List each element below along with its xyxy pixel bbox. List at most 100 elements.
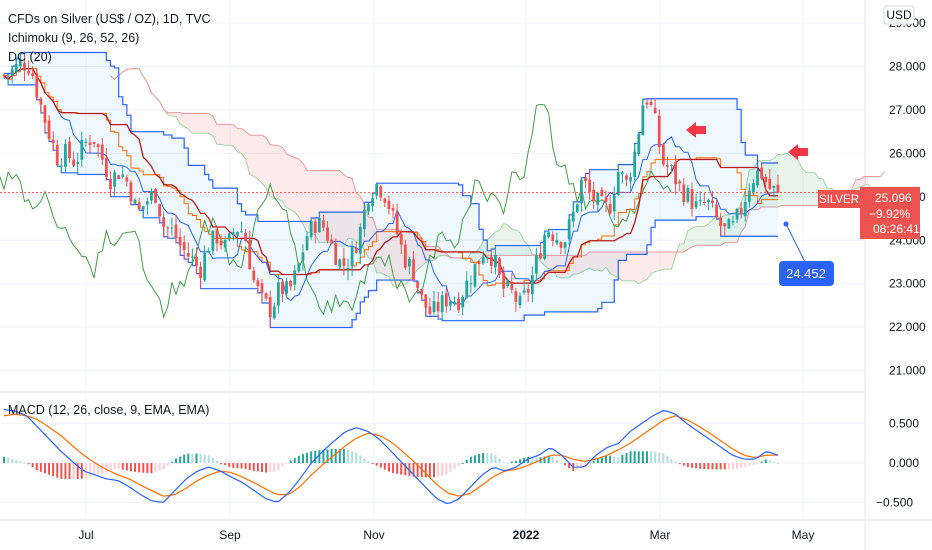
histogram-bar xyxy=(240,463,243,469)
candle-body xyxy=(633,151,637,178)
histogram-bar xyxy=(322,449,325,464)
cloud-segment xyxy=(618,251,623,281)
histogram-bar xyxy=(359,455,362,464)
histogram-bar xyxy=(220,463,223,465)
candle-body xyxy=(264,293,268,299)
histogram-bar xyxy=(301,454,304,464)
candle-body xyxy=(256,280,260,287)
cloud-segment xyxy=(794,155,799,206)
histogram-bar xyxy=(396,463,399,474)
cloud-segment xyxy=(352,178,357,242)
candle-body xyxy=(72,159,76,166)
histogram-bar xyxy=(170,461,173,464)
histogram-bar xyxy=(273,463,276,472)
price-tag: SILVER 25.096 −9.92% 08:26:41 xyxy=(818,187,920,239)
candle-body xyxy=(227,233,231,240)
cloud-segment xyxy=(692,226,697,248)
chart-title: CFDs on Silver (US$ / OZ), 1D, TVC xyxy=(8,12,211,26)
cloud-segment xyxy=(196,113,201,134)
histogram-bar xyxy=(113,463,116,470)
cloud-segment xyxy=(659,251,664,271)
candle-body xyxy=(154,189,157,203)
candle-body xyxy=(88,142,92,146)
histogram-bar xyxy=(637,451,640,464)
histogram-bar xyxy=(490,453,493,464)
candle-body xyxy=(383,198,387,203)
histogram-bar xyxy=(613,456,616,464)
histogram-bar xyxy=(441,463,444,476)
histogram-bar xyxy=(207,455,210,464)
cloud-segment xyxy=(290,155,295,213)
candle-body xyxy=(260,283,264,293)
histogram-bar xyxy=(363,458,366,464)
cloud-segment xyxy=(393,229,398,288)
histogram-bar xyxy=(387,463,390,472)
candle-body xyxy=(760,167,764,179)
cloud-segment xyxy=(597,251,602,272)
y-tick-label: 28.000 xyxy=(889,59,926,73)
candle-body xyxy=(367,204,370,212)
histogram-bar xyxy=(535,457,538,464)
histogram-bar xyxy=(457,463,460,467)
candle-body xyxy=(514,291,518,302)
histogram-bar xyxy=(711,463,714,470)
candle-body xyxy=(371,198,374,206)
histogram-bar xyxy=(543,456,546,464)
candle-body xyxy=(47,120,51,139)
candle-body xyxy=(285,281,288,294)
histogram-bar xyxy=(408,463,411,476)
histogram-bar xyxy=(183,454,186,464)
candle-body xyxy=(588,179,592,193)
y-tick-label: 23.000 xyxy=(889,277,926,291)
candle-body xyxy=(764,177,768,183)
histogram-bar xyxy=(760,461,763,464)
candle-body xyxy=(170,227,174,229)
cloud-segment xyxy=(511,229,516,256)
histogram-bar xyxy=(11,459,14,464)
ichimoku-lines xyxy=(0,68,778,319)
candle-body xyxy=(121,174,125,177)
histogram-bar xyxy=(228,463,231,467)
histogram-bar xyxy=(691,463,693,468)
x-tick-label: Sep xyxy=(219,528,241,542)
histogram-bar xyxy=(428,463,431,478)
candle-body xyxy=(461,297,465,308)
candle-body xyxy=(698,199,702,202)
histogram-bar xyxy=(633,451,636,464)
histogram-bar xyxy=(486,453,489,464)
candle-body xyxy=(162,217,166,227)
cloud-segment xyxy=(520,232,525,256)
cloud-segment xyxy=(376,229,381,273)
senkou-span-a xyxy=(110,68,885,289)
histogram-bar xyxy=(330,449,333,464)
currency-button[interactable]: USD xyxy=(883,5,915,25)
candle-body xyxy=(39,98,43,105)
macd-panel xyxy=(3,408,779,504)
histogram-bar xyxy=(125,463,128,471)
candle-body xyxy=(637,133,641,155)
histogram-bar xyxy=(117,463,120,469)
cloud-segment xyxy=(810,172,815,206)
cloud-segment xyxy=(262,135,267,188)
candle-body xyxy=(473,264,477,287)
histogram-bar xyxy=(674,461,677,464)
candle-body xyxy=(2,74,6,76)
cloud-segment xyxy=(278,145,283,202)
histogram-bar xyxy=(502,462,505,464)
candle-body xyxy=(391,207,395,211)
candle-body xyxy=(199,266,202,278)
histogram-bar xyxy=(383,463,386,470)
histogram-bar xyxy=(666,455,669,464)
candle-body xyxy=(182,242,186,251)
histogram-bar xyxy=(703,463,706,470)
cloud-segment xyxy=(499,223,504,256)
candle-body xyxy=(150,191,153,201)
candle-body xyxy=(129,182,133,202)
histogram-bar xyxy=(506,462,509,464)
cloud-segment xyxy=(495,230,500,256)
cloud-segment xyxy=(331,170,336,245)
cloud-segment xyxy=(802,169,807,206)
cloud-segment xyxy=(171,112,176,117)
candle-body xyxy=(14,64,18,72)
candle-body xyxy=(772,186,776,188)
